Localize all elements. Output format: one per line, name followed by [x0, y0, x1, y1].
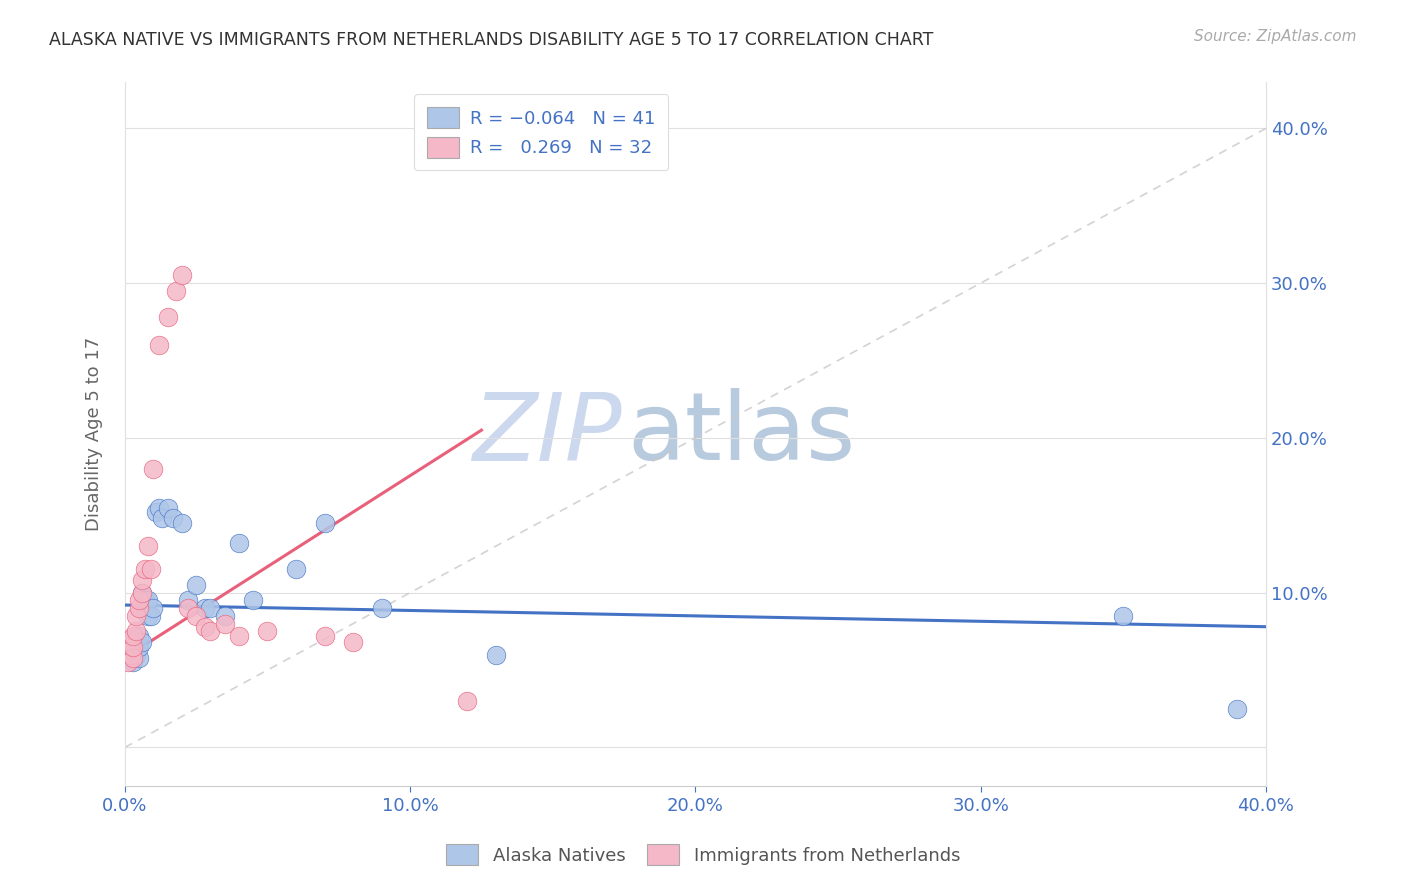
Point — [122, 648, 145, 662]
Point — [314, 629, 336, 643]
Point — [131, 635, 153, 649]
Point — [134, 601, 156, 615]
Text: Source: ZipAtlas.com: Source: ZipAtlas.com — [1194, 29, 1357, 44]
Point — [122, 629, 145, 643]
Point — [128, 650, 150, 665]
Point — [285, 562, 308, 576]
Point — [128, 593, 150, 607]
Legend: Alaska Natives, Immigrants from Netherlands: Alaska Natives, Immigrants from Netherla… — [439, 837, 967, 872]
Point — [170, 516, 193, 530]
Point — [148, 338, 170, 352]
Point — [136, 593, 159, 607]
Point — [456, 694, 478, 708]
Point — [256, 624, 278, 639]
Point — [128, 601, 150, 615]
Point — [150, 511, 173, 525]
Point — [214, 608, 236, 623]
Point — [242, 593, 264, 607]
Text: ZIP: ZIP — [471, 389, 621, 480]
Point — [194, 601, 217, 615]
Point — [122, 635, 145, 649]
Point — [314, 516, 336, 530]
Point — [156, 310, 179, 325]
Point — [200, 601, 222, 615]
Point — [156, 500, 179, 515]
Point — [186, 608, 208, 623]
Point — [128, 640, 150, 654]
Point — [134, 593, 156, 607]
Point — [1226, 702, 1249, 716]
Point — [194, 620, 217, 634]
Point — [128, 629, 150, 643]
Point — [120, 635, 142, 649]
Point — [125, 632, 148, 646]
Point — [120, 648, 142, 662]
Point — [117, 648, 139, 662]
Point — [142, 601, 165, 615]
Legend: R = −0.064   N = 41, R =   0.269   N = 32: R = −0.064 N = 41, R = 0.269 N = 32 — [415, 95, 668, 170]
Point — [136, 608, 159, 623]
Point — [148, 500, 170, 515]
Point — [122, 656, 145, 670]
Point — [125, 608, 148, 623]
Point — [200, 624, 222, 639]
Point — [120, 640, 142, 654]
Point — [125, 624, 148, 639]
Point — [1112, 608, 1135, 623]
Point — [485, 648, 508, 662]
Point — [122, 640, 145, 654]
Point — [122, 650, 145, 665]
Point — [117, 640, 139, 654]
Point — [136, 539, 159, 553]
Point — [131, 585, 153, 599]
Point — [125, 648, 148, 662]
Point — [131, 585, 153, 599]
Point — [162, 511, 184, 525]
Text: ALASKA NATIVE VS IMMIGRANTS FROM NETHERLANDS DISABILITY AGE 5 TO 17 CORRELATION : ALASKA NATIVE VS IMMIGRANTS FROM NETHERL… — [49, 31, 934, 49]
Point — [120, 632, 142, 646]
Point — [117, 644, 139, 658]
Point — [139, 608, 162, 623]
Point — [228, 536, 250, 550]
Point — [186, 578, 208, 592]
Point — [228, 629, 250, 643]
Point — [142, 462, 165, 476]
Point — [131, 574, 153, 588]
Point — [342, 635, 364, 649]
Point — [176, 601, 198, 615]
Point — [165, 284, 187, 298]
Y-axis label: Disability Age 5 to 17: Disability Age 5 to 17 — [86, 337, 103, 531]
Point — [125, 640, 148, 654]
Point — [120, 640, 142, 654]
Point — [370, 601, 392, 615]
Text: atlas: atlas — [627, 388, 855, 480]
Point — [214, 616, 236, 631]
Point — [139, 562, 162, 576]
Point — [170, 268, 193, 283]
Point — [120, 650, 142, 665]
Point — [145, 505, 167, 519]
Point — [176, 593, 198, 607]
Point — [134, 562, 156, 576]
Point — [117, 656, 139, 670]
